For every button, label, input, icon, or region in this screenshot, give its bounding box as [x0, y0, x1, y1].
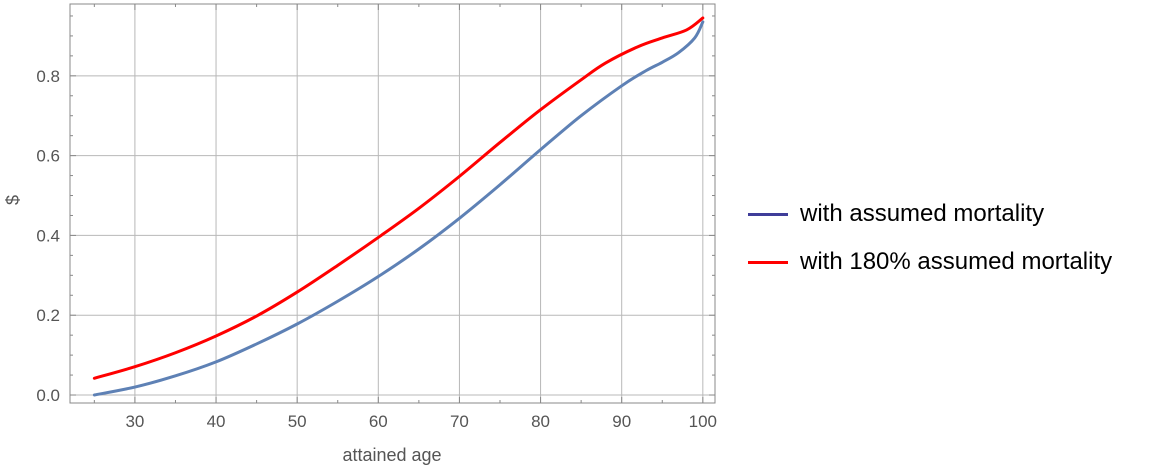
x-tick-label: 30: [125, 412, 144, 431]
legend: with assumed mortality with 180% assumed…: [748, 190, 1112, 286]
grid: [70, 4, 715, 403]
legend-label-180: with 180% assumed mortality: [800, 248, 1113, 275]
y-tick-label: 0.4: [36, 226, 60, 245]
legend-item-180: with 180% assumed mortality: [748, 238, 1112, 286]
x-axis-label: attained age: [342, 445, 441, 465]
y-tick-label: 0.2: [36, 306, 60, 325]
series-lines: [92, 16, 705, 397]
legend-label-assumed: with assumed mortality: [800, 200, 1045, 227]
x-tick-label: 100: [689, 412, 717, 431]
x-tick-label: 80: [531, 412, 550, 431]
x-tick-label: 60: [369, 412, 388, 431]
y-axis-label: $: [3, 195, 23, 205]
x-tick-label: 40: [207, 412, 226, 431]
series-line-180: [92, 16, 705, 380]
legend-swatch-assumed: [748, 212, 788, 216]
legend-swatch-180: [748, 260, 788, 264]
x-tick-label: 90: [612, 412, 631, 431]
y-tick-label: 0.6: [36, 147, 60, 166]
y-tick-label: 0.0: [36, 386, 60, 405]
legend-item-assumed: with assumed mortality: [748, 190, 1112, 238]
x-tick-label: 70: [450, 412, 469, 431]
y-tick-label: 0.8: [36, 67, 60, 86]
x-tick-label: 50: [288, 412, 307, 431]
plot-frame: [69, 3, 716, 404]
plot-border: [69, 3, 716, 404]
series-line-assumed: [92, 20, 705, 397]
tick-labels: 30 40 50 60 70 80 90 100 0.0 0.2 0.4 0.6 0.8: [36, 67, 717, 431]
